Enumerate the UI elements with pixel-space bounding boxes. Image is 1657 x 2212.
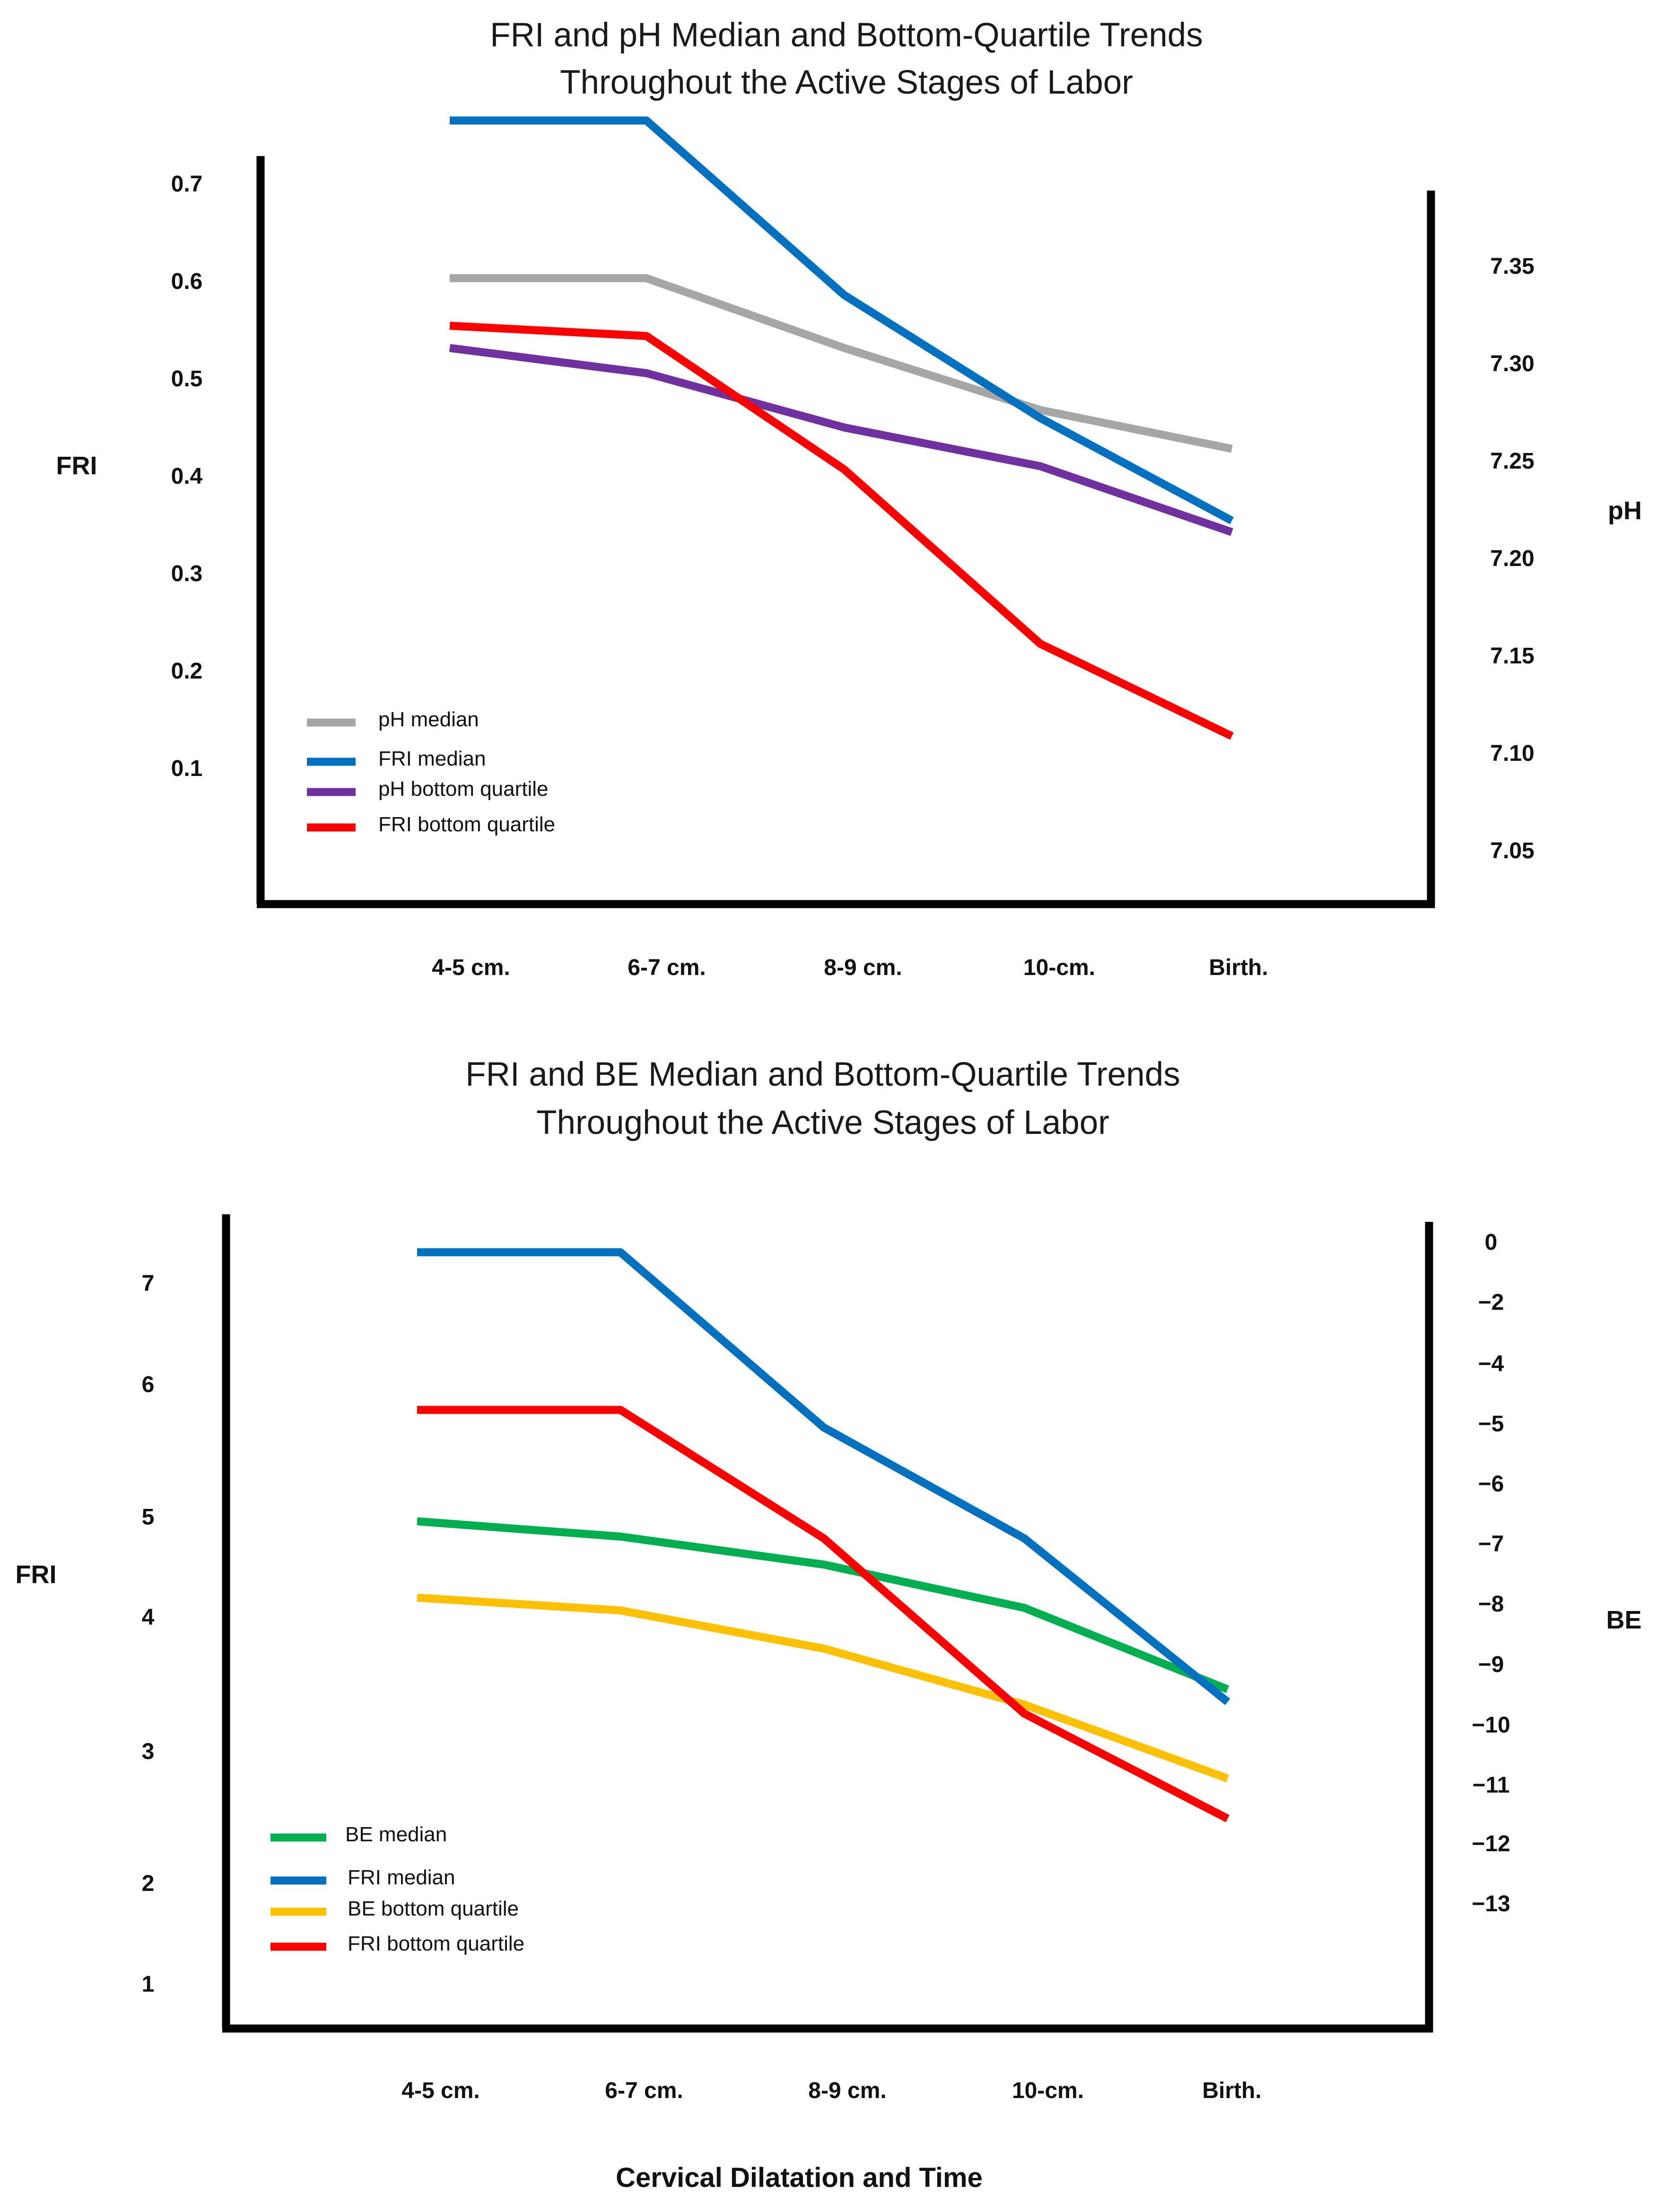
series-line-fri-bottom-quartile: [417, 1406, 1230, 1822]
chart-1-left-tick: 0.1: [171, 756, 203, 781]
chart-1-left-tick: 0.3: [171, 561, 203, 586]
chart-1-left-tick: 0.7: [171, 172, 203, 197]
chart-1-left-tick: 0.6: [171, 269, 203, 294]
chart-1-right-tick: 7.35: [1490, 254, 1534, 279]
legend-label: BE median: [345, 1823, 447, 1846]
chart-2-category-label: Birth.: [1202, 2078, 1261, 2103]
chart-2-series: [417, 1248, 1230, 1822]
chart-2-category-labels: 4-5 cm. 6-7 cm. 8-9 cm. 10-cm. Birth.: [401, 2078, 1261, 2103]
chart-2-left-tick: 6: [142, 1372, 155, 1397]
chart-1-right-tick: 7.30: [1490, 351, 1534, 376]
x-axis-footer-label: Cervical Dilatation and Time: [616, 2162, 983, 2193]
chart-1-category-label: 4-5 cm.: [432, 955, 510, 980]
chart-ph: FRI and pH Median and Bottom-Quartile Tr…: [56, 17, 1642, 980]
series-line-ph-bottom-quartile: [449, 344, 1233, 536]
chart-1-left-tick: 0.4: [171, 464, 203, 489]
chart-1-right-tick: 7.05: [1490, 838, 1534, 863]
chart-2-legend: BE median FRI median BE bottom quartile …: [270, 1823, 524, 1955]
chart-2-right-tick: −10: [1472, 1713, 1510, 1738]
chart-1-title-line-1: FRI and pH Median and Bottom-Quartile Tr…: [490, 17, 1203, 54]
series-line-ph-median: [450, 274, 1233, 453]
chart-2-category-label: 4-5 cm.: [401, 2078, 480, 2103]
chart-1-left-axis-label: FRI: [56, 452, 97, 480]
chart-2-left-tick: 5: [142, 1505, 155, 1530]
legend-label: FRI median: [378, 747, 486, 770]
series-line-be-median: [417, 1517, 1230, 1693]
series-line-be-bottom-quartile: [417, 1594, 1229, 1783]
chart-2-left-axis-label: FRI: [16, 1560, 57, 1589]
chart-2-right-tick: 0: [1485, 1230, 1498, 1255]
chart-1-right-tick: 7.15: [1490, 644, 1534, 669]
chart-2-right-ticks: 0 −2 −4 −5 −6 −7 −8 −9 −10 −11 −12 −13: [1472, 1230, 1510, 1916]
chart-1-title-line-2: Throughout the Active Stages of Labor: [560, 64, 1133, 101]
chart-1-left-tick: 0.5: [171, 366, 203, 392]
chart-2-category-label: 10-cm.: [1012, 2078, 1084, 2103]
chart-2-left-ticks: 7 6 5 4 3 2 1: [142, 1271, 155, 1997]
chart-1-category-labels: 4-5 cm. 6-7 cm. 8-9 cm. 10-cm. Birth.: [432, 955, 1268, 980]
chart-2-right-tick: −13: [1472, 1891, 1510, 1916]
chart-1-category-label: 6-7 cm.: [628, 955, 706, 980]
chart-be: FRI and BE Median and Bottom-Quartile Tr…: [16, 1056, 1642, 2103]
chart-2-title-line-1: FRI and BE Median and Bottom-Quartile Tr…: [465, 1056, 1180, 1093]
chart-1-left-ticks: 0.7 0.6 0.5 0.4 0.3 0.2 0.1: [171, 172, 203, 781]
chart-2-left-tick: 4: [142, 1605, 155, 1630]
chart-2-right-tick: −6: [1478, 1472, 1504, 1497]
chart-2-right-tick: −4: [1478, 1351, 1504, 1376]
series-line-fri-bottom-quartile: [449, 322, 1234, 740]
chart-2-left-tick: 7: [142, 1271, 155, 1296]
chart-2-category-label: 8-9 cm.: [808, 2078, 886, 2103]
chart-2-right-axis-label: BE: [1606, 1606, 1641, 1634]
chart-2-title-line-2: Throughout the Active Stages of Labor: [536, 1104, 1109, 1141]
chart-1-right-tick: 7.25: [1490, 449, 1534, 474]
chart-1-left-tick: 0.2: [171, 659, 203, 684]
chart-1-category-label: 10-cm.: [1023, 955, 1095, 980]
legend-label: FRI median: [348, 1866, 455, 1889]
chart-2-category-label: 6-7 cm.: [605, 2078, 683, 2103]
legend-label: pH bottom quartile: [378, 777, 549, 801]
chart-2-left-tick: 1: [142, 1972, 155, 1997]
chart-2-right-tick: −5: [1478, 1411, 1504, 1437]
chart-2-left-tick: 3: [142, 1739, 155, 1764]
chart-1-legend: pH median FRI median pH bottom quartile …: [307, 708, 555, 836]
chart-1-right-axis-label: pH: [1608, 496, 1642, 525]
legend-label: BE bottom quartile: [348, 1897, 519, 1920]
chart-1-right-tick: 7.20: [1490, 546, 1534, 571]
chart-1-category-label: 8-9 cm.: [824, 955, 902, 980]
legend-label: FRI bottom quartile: [348, 1932, 524, 1955]
chart-2-right-tick: −11: [1473, 1773, 1510, 1798]
chart-2-right-tick: −12: [1472, 1831, 1510, 1856]
chart-2-left-tick: 2: [142, 1871, 155, 1896]
legend-label: FRI bottom quartile: [378, 813, 555, 836]
chart-1-category-label: Birth.: [1209, 955, 1268, 980]
chart-1-series: [449, 116, 1234, 740]
chart-1-right-tick: 7.10: [1490, 741, 1534, 766]
chart-2-right-tick: −9: [1478, 1652, 1504, 1677]
series-line-fri-median: [417, 1248, 1230, 1705]
series-line-fri-median: [450, 116, 1234, 524]
chart-2-right-tick: −2: [1478, 1290, 1504, 1315]
chart-2-right-tick: −8: [1478, 1592, 1504, 1617]
chart-2-right-tick: −7: [1478, 1532, 1504, 1557]
chart-1-right-ticks: 7.35 7.30 7.25 7.20 7.15 7.10 7.05: [1490, 254, 1534, 863]
legend-label: pH median: [378, 708, 479, 731]
